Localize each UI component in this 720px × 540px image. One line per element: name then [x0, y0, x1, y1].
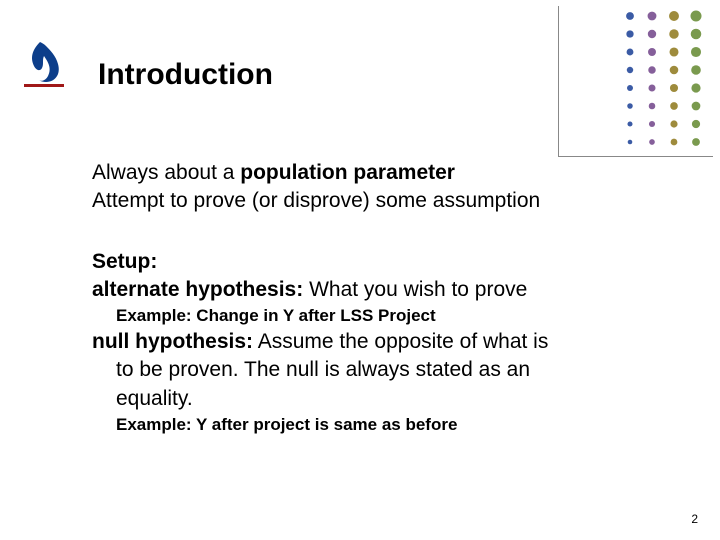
decorative-dots [566, 6, 706, 156]
always-bold: population parameter [240, 161, 455, 184]
example-2: Example: Y after project is same as befo… [116, 415, 652, 435]
content-body: Always about a population parameter Atte… [92, 160, 652, 438]
flame-icon [32, 42, 59, 82]
null-bold: null hypothesis: [92, 330, 253, 353]
example-1: Example: Change in Y after LSS Project [116, 306, 652, 326]
logo [20, 38, 68, 90]
setup-heading: Setup: [92, 249, 652, 275]
line-alternate: alternate hypothesis: What you wish to p… [92, 277, 652, 303]
line-null-2: to be proven. The null is always stated … [116, 357, 652, 383]
line-null-3: equality. [116, 386, 652, 412]
line-null-1: null hypothesis: Assume the opposite of … [92, 329, 652, 355]
line-always: Always about a population parameter [92, 160, 652, 186]
slide-title: Introduction [98, 58, 273, 92]
always-prefix: Always about a [92, 161, 240, 184]
divider-vertical [558, 6, 559, 156]
line-attempt: Attempt to prove (or disprove) some assu… [92, 188, 652, 214]
page-number: 2 [691, 512, 698, 526]
null-rest-1: Assume the opposite of what is [253, 330, 548, 353]
divider-horizontal [558, 156, 713, 157]
alt-bold: alternate hypothesis: [92, 278, 303, 301]
alt-rest: What you wish to prove [303, 278, 527, 301]
